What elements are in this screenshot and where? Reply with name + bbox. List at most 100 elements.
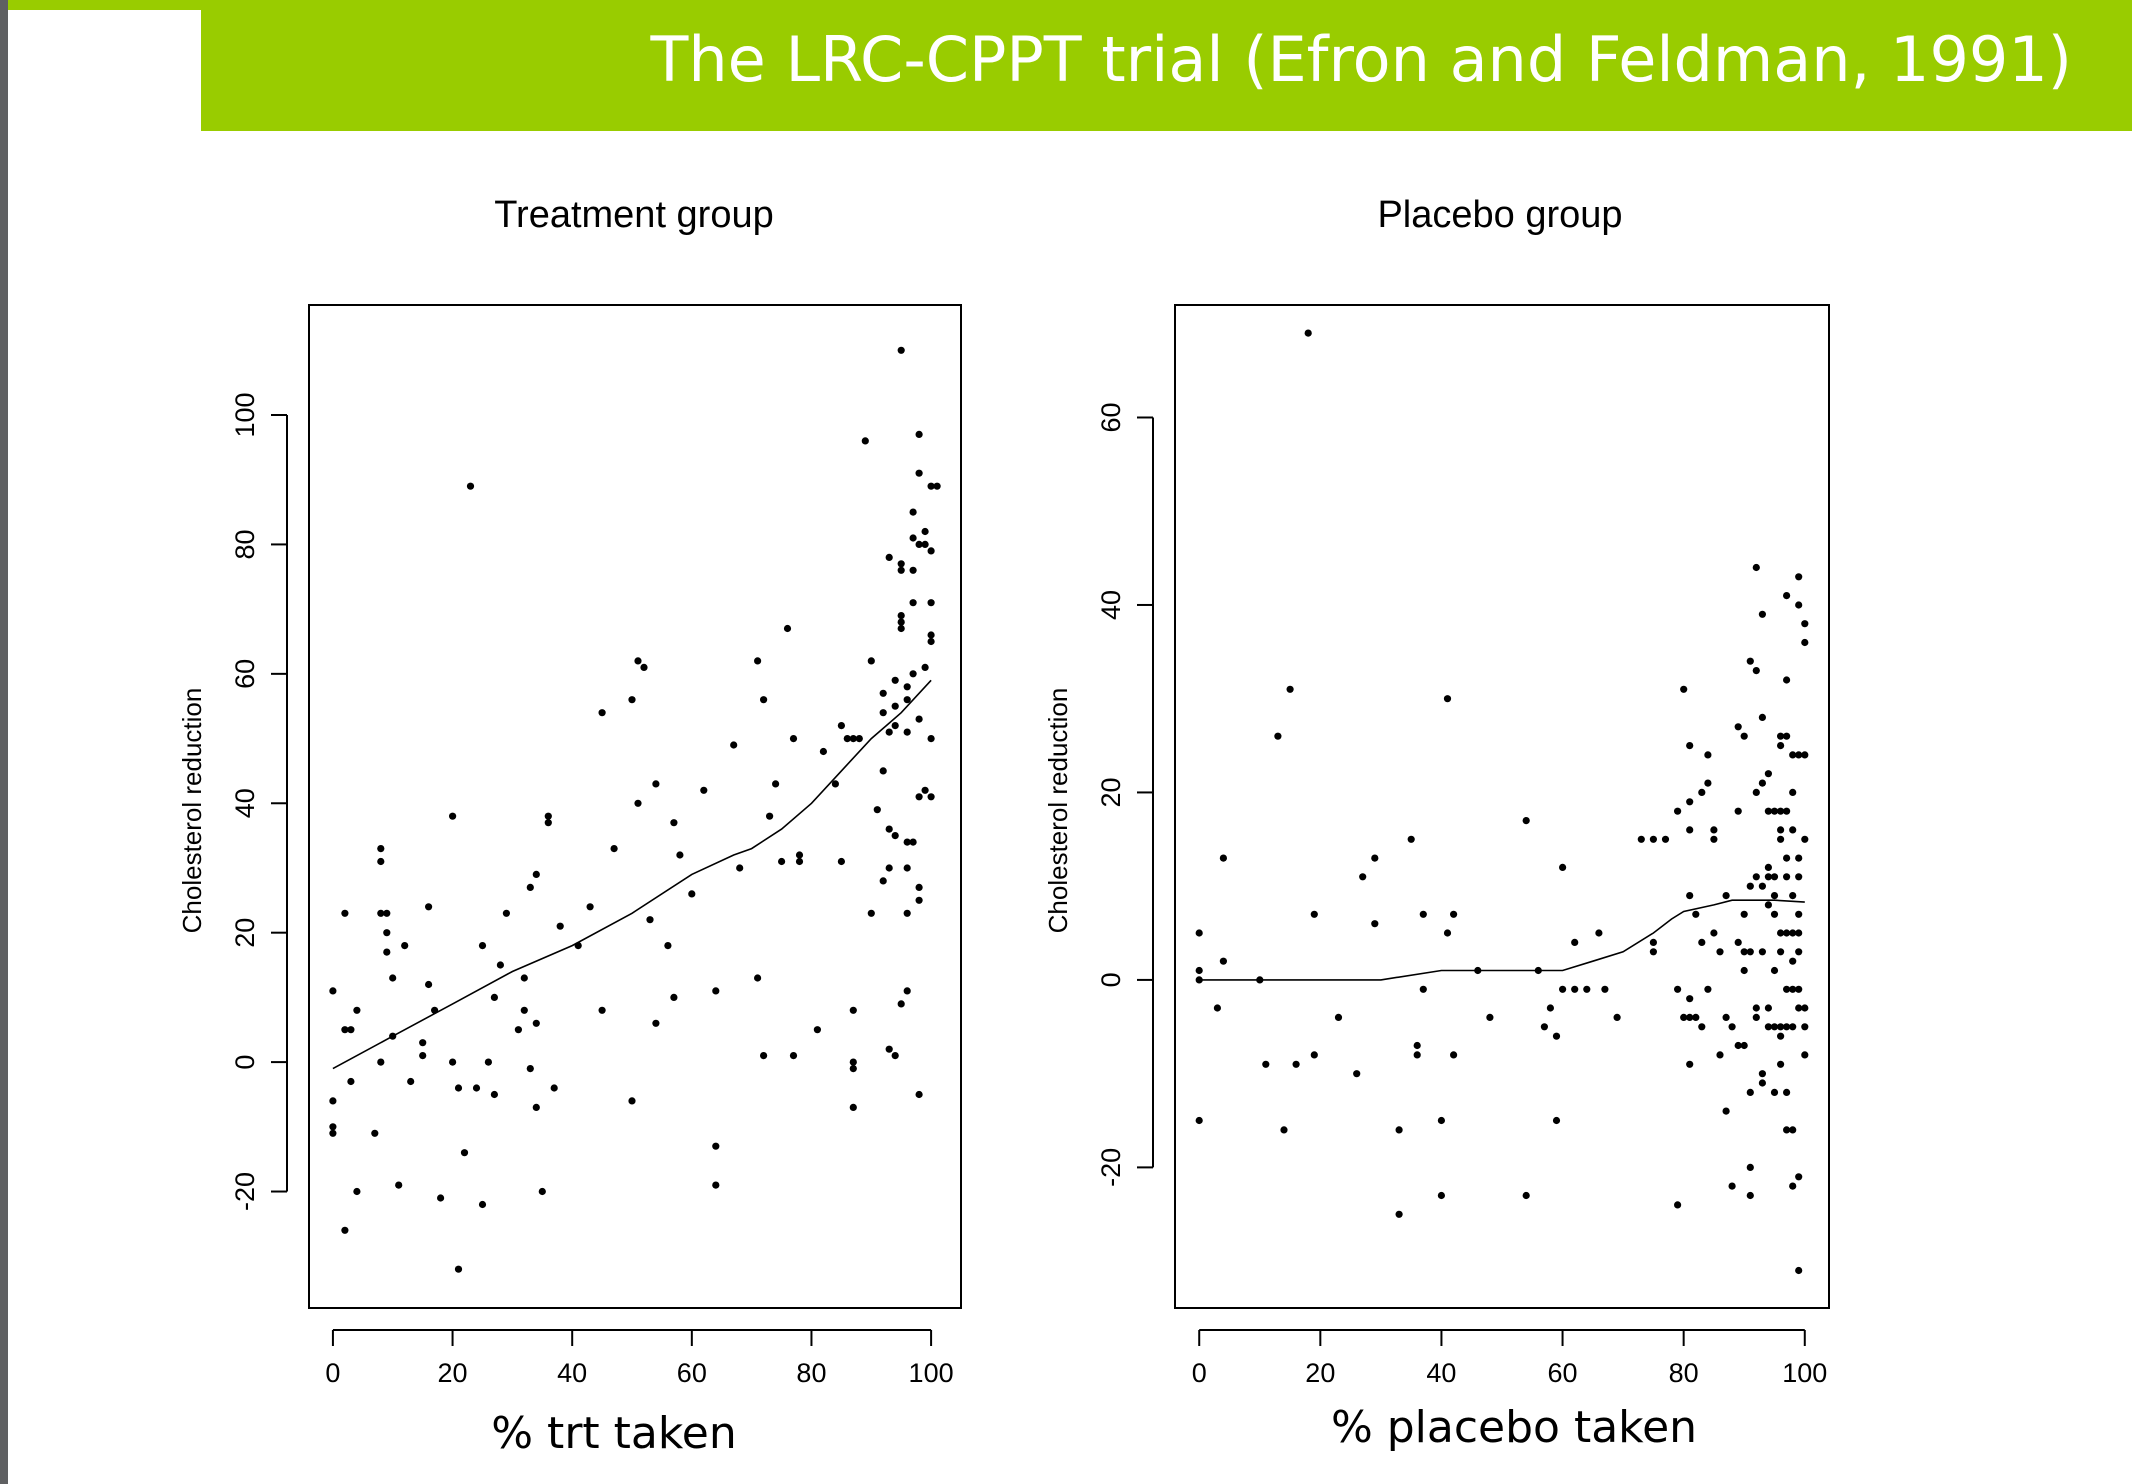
data-point	[1740, 948, 1748, 956]
data-point	[879, 689, 887, 697]
data-point	[1613, 1013, 1621, 1022]
data-point	[425, 903, 433, 911]
data-point	[526, 883, 534, 892]
data-point	[1746, 657, 1754, 665]
y-tick-label: 100	[230, 392, 260, 437]
x-tick-label: 100	[909, 1358, 954, 1388]
data-point	[1722, 1013, 1730, 1022]
y-tick-label: 40	[230, 788, 260, 818]
y-tick-label: 0	[230, 1055, 260, 1070]
data-point	[1770, 1023, 1779, 1031]
data-point	[849, 1065, 857, 1073]
data-point	[927, 735, 935, 743]
data-point	[1777, 732, 1785, 740]
data-point	[1595, 929, 1603, 937]
data-point	[371, 1129, 379, 1137]
data-point	[1746, 1163, 1754, 1171]
data-point	[1450, 910, 1458, 918]
data-point	[795, 857, 804, 866]
data-point	[1674, 807, 1682, 815]
data-point	[1734, 938, 1742, 947]
data-point	[460, 1149, 469, 1157]
data-point	[670, 819, 678, 827]
data-point	[454, 1084, 463, 1092]
data-point	[1746, 1191, 1754, 1200]
data-point	[1777, 1060, 1785, 1068]
data-point	[873, 806, 881, 814]
data-point	[1728, 1023, 1736, 1031]
data-point	[1777, 948, 1785, 956]
data-point	[897, 624, 905, 633]
data-point	[909, 599, 917, 607]
data-point	[903, 864, 911, 872]
data-point	[1722, 892, 1730, 900]
data-point	[915, 1090, 923, 1099]
data-point	[1213, 1004, 1221, 1012]
data-point	[819, 747, 828, 756]
data-point	[1789, 929, 1797, 937]
data-point	[1674, 985, 1682, 993]
data-point	[1728, 1182, 1736, 1190]
data-point	[1552, 1116, 1561, 1125]
data-point	[395, 1181, 403, 1189]
data-point	[341, 1226, 349, 1234]
data-point	[921, 786, 929, 794]
data-point	[1740, 1041, 1748, 1050]
data-point	[449, 1058, 457, 1066]
data-point	[1770, 873, 1779, 881]
data-point	[1310, 1051, 1318, 1059]
data-point	[1758, 948, 1766, 956]
data-point	[353, 1187, 361, 1196]
data-point	[1195, 1116, 1203, 1125]
data-point	[1649, 938, 1657, 947]
data-point	[526, 1065, 534, 1073]
data-point	[879, 877, 887, 885]
data-point	[891, 832, 899, 840]
data-point	[927, 631, 935, 639]
data-point	[1413, 1041, 1421, 1050]
data-point	[1571, 938, 1579, 947]
data-point	[1686, 798, 1694, 806]
data-point	[425, 980, 433, 989]
data-point	[1783, 985, 1791, 993]
data-point	[1789, 1182, 1797, 1190]
x-axis-label: % trt taken	[491, 1408, 736, 1459]
data-point	[1395, 1126, 1403, 1134]
data-point	[1692, 910, 1700, 918]
y-tick-label: 60	[1096, 402, 1126, 432]
data-point	[1601, 985, 1609, 993]
data-point	[1801, 1051, 1809, 1059]
data-point	[1783, 807, 1791, 815]
data-point	[1571, 985, 1579, 993]
data-point	[407, 1077, 415, 1086]
data-point	[885, 553, 893, 562]
data-point	[377, 857, 385, 866]
data-point	[628, 696, 636, 704]
data-point	[700, 786, 708, 794]
data-point	[712, 987, 720, 995]
data-point	[1661, 835, 1670, 843]
data-point	[1474, 966, 1482, 975]
data-point	[1195, 966, 1203, 975]
data-point	[1522, 817, 1530, 825]
data-point	[1419, 985, 1427, 993]
data-point	[1764, 863, 1772, 872]
data-point	[754, 657, 762, 665]
data-point	[1686, 1060, 1694, 1068]
data-point	[1704, 985, 1712, 993]
data-point	[1443, 695, 1452, 703]
data-point	[915, 469, 923, 477]
data-point	[933, 482, 941, 490]
data-point	[837, 722, 846, 730]
x-tick-label: 0	[325, 1358, 340, 1388]
data-point	[927, 599, 935, 607]
data-point	[466, 482, 475, 490]
data-point	[909, 508, 917, 516]
chart-title: Placebo group	[1377, 194, 1622, 236]
data-point	[849, 1103, 857, 1111]
data-point	[1789, 892, 1797, 900]
data-point	[1686, 826, 1694, 834]
data-point	[1353, 1070, 1361, 1078]
data-point	[550, 1084, 558, 1092]
data-point	[879, 709, 887, 717]
